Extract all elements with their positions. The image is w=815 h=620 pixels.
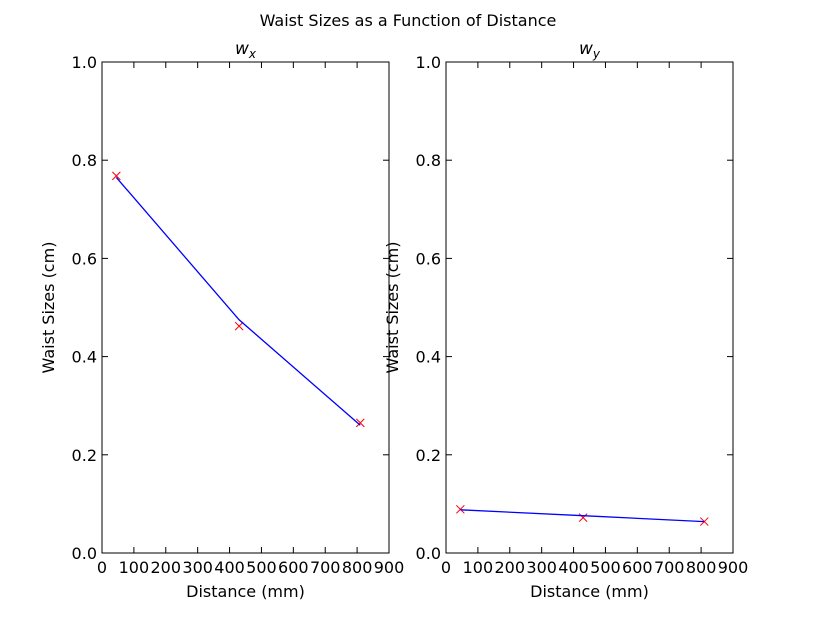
y-tick-label: 0.6: [416, 249, 441, 268]
y-tick-label: 0.4: [72, 348, 97, 367]
x-tick-label: 0: [97, 558, 107, 577]
series-line: [115, 176, 361, 426]
x-tick-label: 500: [246, 558, 277, 577]
data-point-marker: [455, 504, 465, 514]
data-point-marker: [234, 321, 244, 331]
marker-stroke: [455, 504, 465, 514]
y-tick-label: 0.8: [416, 151, 441, 170]
x-tick-label: 900: [718, 558, 749, 577]
y-tick-label: 0.2: [416, 446, 441, 465]
x-tick-label: 800: [686, 558, 717, 577]
x-tick-label: 600: [278, 558, 309, 577]
marker-stroke: [111, 171, 121, 181]
subplot-2: 0 100 200 300 400 500 600 700 800 900 0.0 0.2 0.4 0.6…: [383, 39, 748, 601]
y-axis-label: Waist Sizes (cm): [39, 242, 58, 374]
y-tick-label: 1.0: [72, 53, 97, 72]
x-tick-label: 100: [119, 558, 150, 577]
x-tick-label: 400: [214, 558, 245, 577]
series-line: [460, 509, 705, 523]
subplot-title: wx: [235, 39, 257, 61]
x-tick-label: 100: [463, 558, 494, 577]
y-tick-label: 0.8: [72, 151, 97, 170]
x-tick-label: 800: [342, 558, 373, 577]
subplot-1: 0 100 200 300 400 500 600 700 800 900 0.0 0.2 0.4 0.6…: [39, 39, 404, 601]
x-tick-label: 200: [151, 558, 182, 577]
marker-stroke: [355, 418, 365, 428]
x-tick-label: 300: [526, 558, 557, 577]
marker-stroke: [234, 321, 244, 331]
y-tick-label: 0.6: [72, 249, 97, 268]
y-axis-label: Waist Sizes (cm): [383, 242, 402, 374]
y-tick-label: 0.4: [416, 348, 441, 367]
y-tick-label: 1.0: [416, 53, 441, 72]
x-tick-label: 700: [654, 558, 685, 577]
x-tick-label: 300: [182, 558, 213, 577]
y-tick-label: 0.0: [416, 544, 441, 563]
x-tick-label: 700: [310, 558, 341, 577]
y-tick-label: 0.2: [72, 446, 97, 465]
x-tick-label: 900: [374, 558, 405, 577]
x-tick-label: 400: [558, 558, 589, 577]
axes-layer: 0 100 200 300 400 500 600 700 800 9000.00.20.40.6…: [39, 39, 748, 601]
x-tick-label: 500: [590, 558, 621, 577]
x-tick-label: 200: [495, 558, 526, 577]
data-point-marker: [578, 513, 588, 523]
y-tick-label: 0.0: [72, 544, 97, 563]
x-tick-label: 0: [441, 558, 451, 577]
axes-frame: [101, 61, 390, 554]
subplot-title: wy: [579, 39, 601, 61]
x-axis-label: Distance (mm): [530, 582, 649, 601]
data-point-marker: [111, 171, 121, 181]
marker-stroke: [578, 513, 588, 523]
figure-suptitle: Waist Sizes as a Function of Distance: [260, 11, 557, 30]
data-point-marker: [355, 418, 365, 428]
axes-frame: [445, 61, 734, 554]
x-tick-label: 600: [622, 558, 653, 577]
x-axis-label: Distance (mm): [186, 582, 305, 601]
